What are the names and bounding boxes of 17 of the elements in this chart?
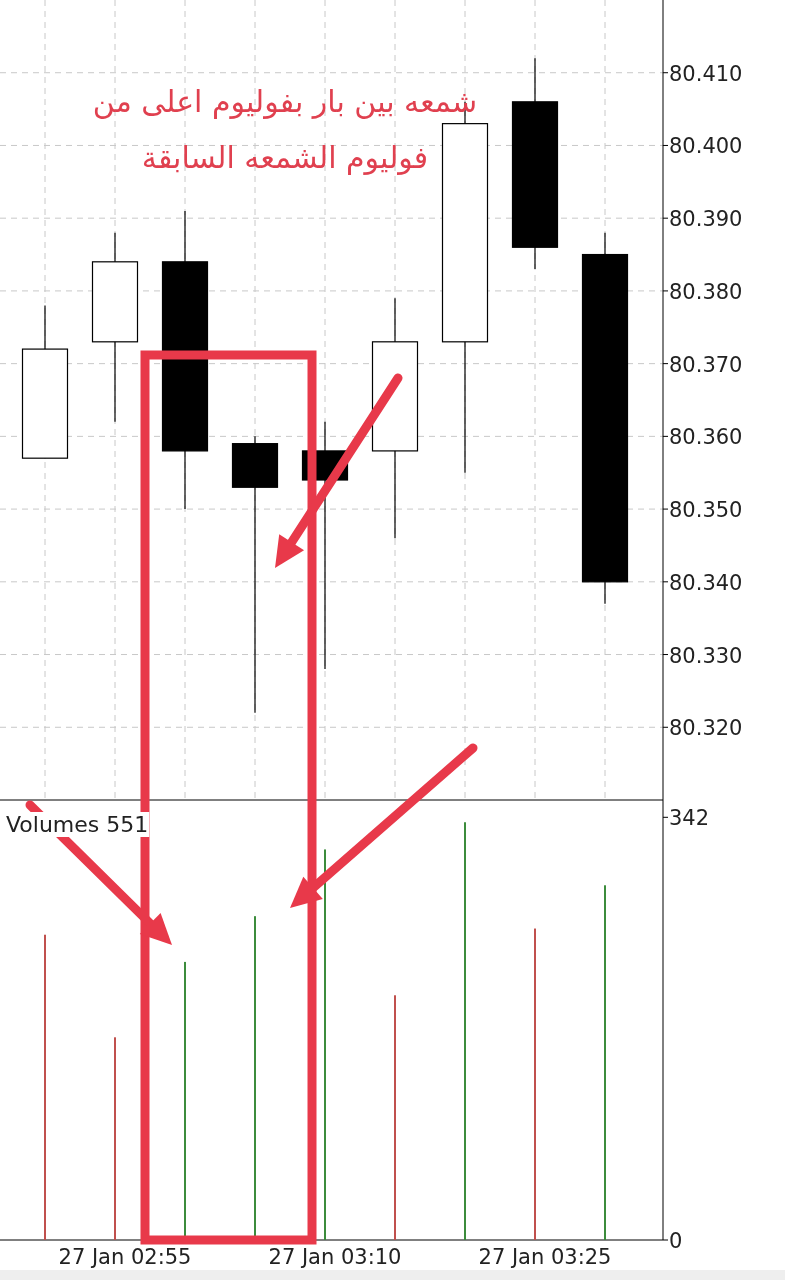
- y-tick-label: 80.330: [669, 643, 743, 668]
- y-tick-label: 80.410: [669, 61, 743, 86]
- x-tick-label: 27 Jan 02:55: [58, 1245, 192, 1269]
- y-tick-label: 80.350: [669, 498, 743, 523]
- y-tick-label: 80.340: [669, 570, 743, 595]
- x-tick-label: 27 Jan 03:25: [478, 1245, 612, 1269]
- y-tick-label: 80.380: [669, 279, 743, 304]
- annotation: شمعه بين بار بفوليوم اعلى من فوليوم الشمعه السابقة: [92, 84, 478, 175]
- y-tick-label: 0: [669, 1229, 683, 1253]
- y-tick-label: 80.320: [669, 716, 743, 741]
- x-tick-label: 27 Jan 03:10: [268, 1245, 402, 1269]
- y-tick-label: 80.360: [669, 425, 743, 450]
- y-tick-label: 80.370: [669, 352, 743, 377]
- text: Volumes 551: [6, 812, 149, 837]
- y-tick-label: 80.390: [669, 207, 743, 232]
- y-tick-label: 80.400: [669, 134, 743, 159]
- y-tick-label: 342: [669, 806, 710, 831]
